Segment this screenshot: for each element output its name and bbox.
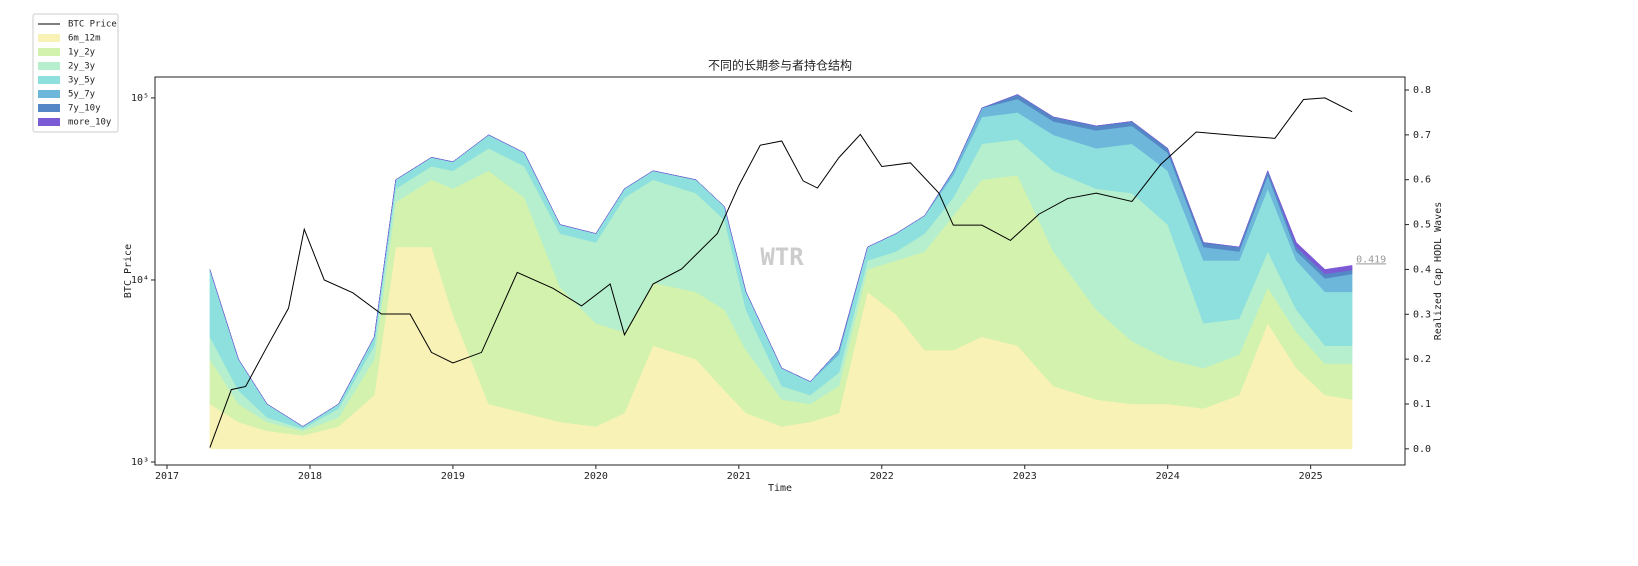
y2-tick-label: 0.7 bbox=[1413, 130, 1431, 141]
plot-area bbox=[209, 94, 1353, 450]
price-line bbox=[209, 97, 1353, 448]
watermark: WTR bbox=[760, 243, 804, 271]
y2-tick-label: 0.2 bbox=[1413, 354, 1431, 365]
x-tick-label: 2022 bbox=[870, 471, 894, 482]
legend-swatch bbox=[38, 34, 60, 42]
y2-tick-label: 0.8 bbox=[1413, 85, 1431, 96]
legend-label: 7y_10y bbox=[68, 104, 101, 114]
legend-label: 2y_3y bbox=[68, 62, 96, 72]
x-tick-label: 2025 bbox=[1299, 471, 1323, 482]
legend-label: 1y_2y bbox=[68, 48, 96, 58]
legend-label: 3y_5y bbox=[68, 76, 96, 86]
legend-frame bbox=[32, 13, 119, 133]
legend-swatch bbox=[38, 118, 60, 126]
y2-tick-label: 0.6 bbox=[1413, 175, 1431, 186]
x-tick-label: 2023 bbox=[1013, 471, 1037, 482]
y-tick-label: 10⁵ bbox=[131, 93, 149, 104]
x-tick-label: 2024 bbox=[1156, 471, 1180, 482]
x-tick-label: 2019 bbox=[441, 471, 465, 482]
legend-swatch bbox=[38, 76, 60, 84]
legend-swatch bbox=[38, 90, 60, 98]
legend-label: 5y_7y bbox=[68, 90, 96, 100]
x-tick-label: 2018 bbox=[298, 471, 322, 482]
end-label: 0.419 bbox=[1356, 254, 1386, 265]
y2-tick-label: 0.1 bbox=[1413, 399, 1431, 410]
plot-frame bbox=[154, 76, 1406, 466]
legend-label: more_10y bbox=[68, 118, 112, 128]
legend-label: 6m_12m bbox=[68, 34, 101, 44]
y2-tick-label: 0.3 bbox=[1413, 309, 1431, 320]
y-axis-label: BTC Price bbox=[123, 244, 134, 298]
y-tick-label: 10⁴ bbox=[131, 275, 149, 286]
x-axis-label: Time bbox=[768, 483, 792, 494]
y2-tick-label: 0.4 bbox=[1413, 264, 1431, 275]
y-tick-label: 10³ bbox=[131, 457, 149, 468]
x-tick-label: 2017 bbox=[155, 471, 179, 482]
chart-title: 不同的长期参与者持仓结构 bbox=[708, 58, 852, 73]
legend-swatch bbox=[38, 62, 60, 70]
legend-label: BTC Price bbox=[68, 20, 117, 30]
y2-tick-label: 0.5 bbox=[1413, 220, 1431, 231]
legend-swatch bbox=[38, 48, 60, 56]
y2-axis-label: Realized Cap HODL Waves bbox=[1433, 202, 1444, 340]
area bbox=[209, 94, 1353, 427]
x-tick-label: 2021 bbox=[727, 471, 751, 482]
x-tick-label: 2020 bbox=[584, 471, 608, 482]
y2-tick-label: 0.0 bbox=[1413, 444, 1431, 455]
legend-swatch bbox=[38, 104, 60, 112]
